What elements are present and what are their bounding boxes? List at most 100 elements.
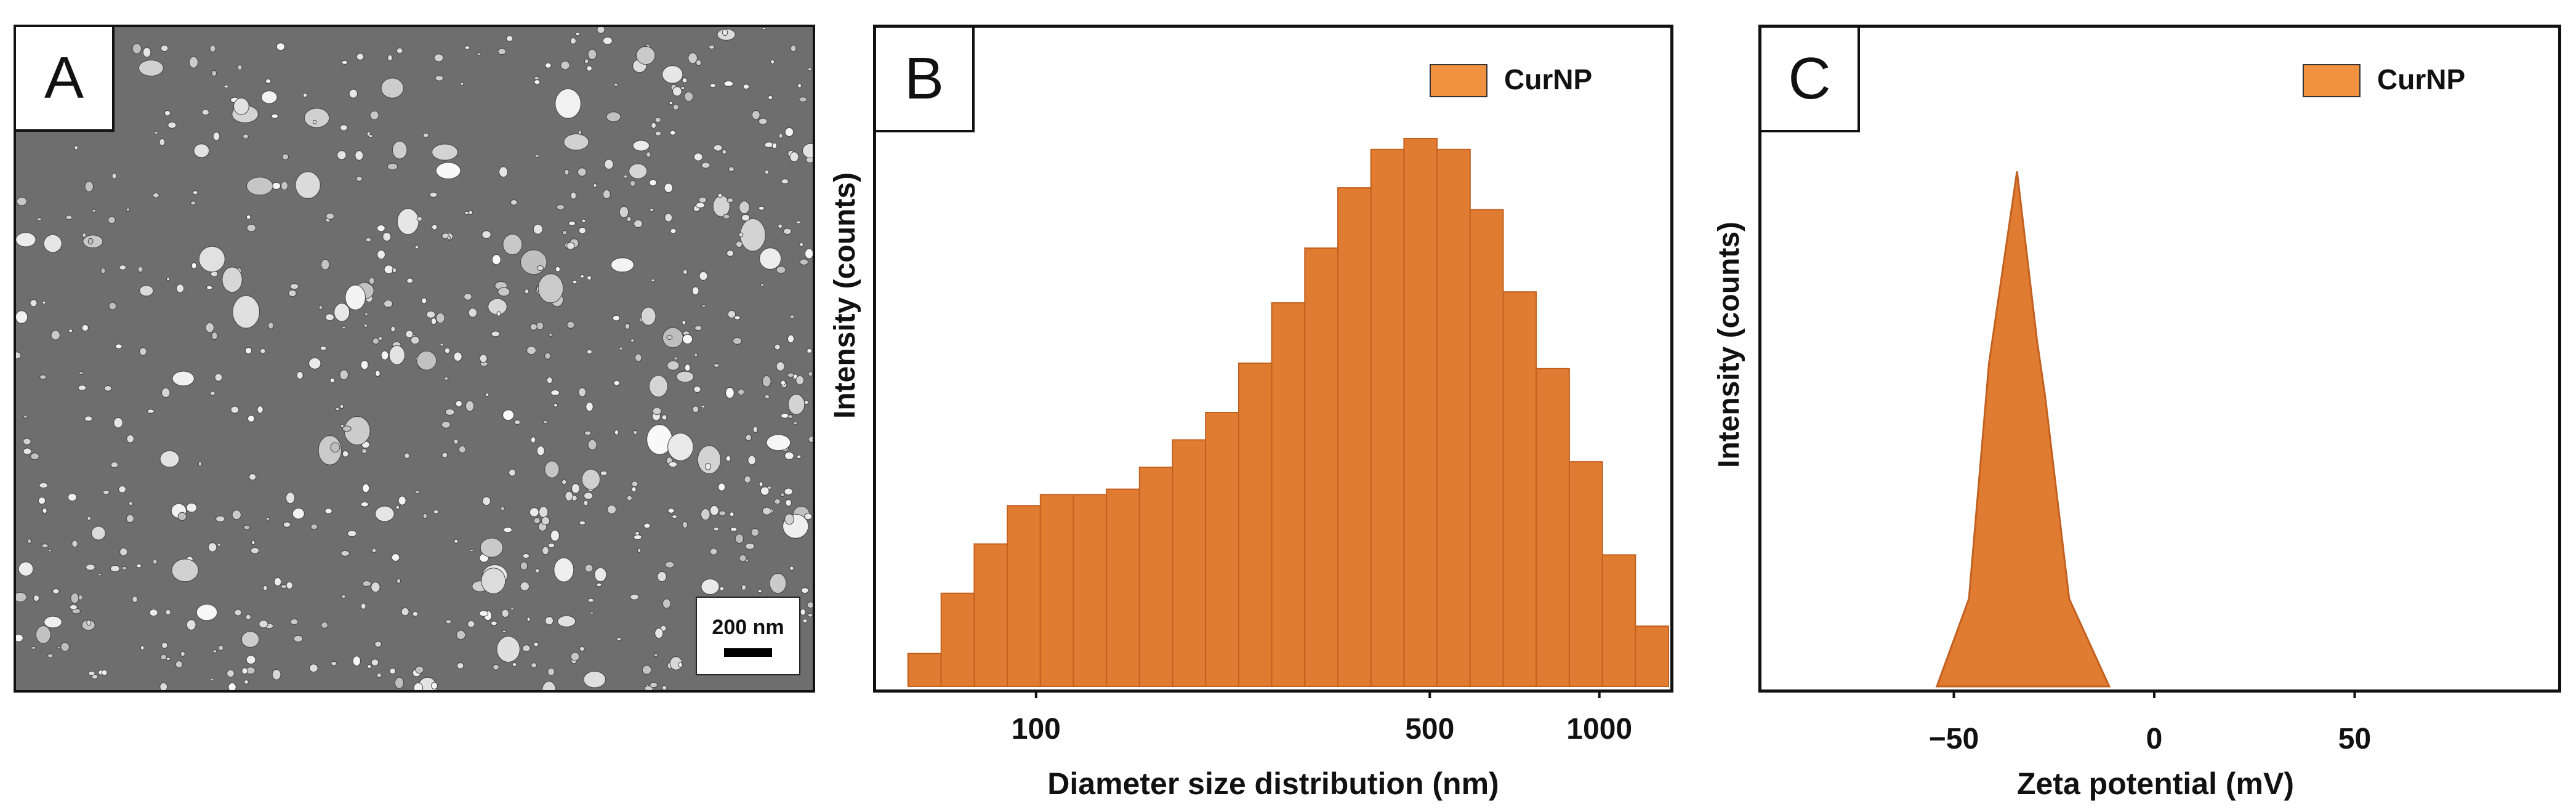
- nanoparticle: [764, 169, 770, 175]
- nanoparticle: [723, 81, 734, 87]
- nanoparticle: [139, 347, 147, 356]
- nanoparticle: [196, 604, 218, 621]
- nanoparticle: [340, 124, 348, 131]
- nanoparticle: [555, 88, 581, 119]
- nanoparticle: [39, 374, 47, 380]
- nanoparticle: [717, 193, 723, 198]
- nanoparticle: [662, 65, 683, 84]
- nanoparticle: [142, 47, 151, 58]
- nanoparticle: [698, 196, 707, 203]
- nanoparticle: [171, 558, 199, 582]
- nanoparticle: [616, 637, 622, 641]
- nanoparticle: [682, 334, 693, 345]
- nanoparticle: [600, 470, 608, 476]
- nanoparticle: [555, 266, 561, 272]
- nanoparticle: [325, 313, 335, 321]
- nanoparticle: [583, 492, 594, 500]
- nanoparticle: [735, 241, 743, 248]
- nanoparticle: [257, 406, 264, 414]
- nanoparticle: [433, 509, 439, 514]
- nanoparticle: [292, 508, 305, 520]
- nanoparticle: [467, 620, 475, 628]
- nanoparticle: [789, 151, 799, 163]
- nanoparticle: [587, 49, 597, 60]
- nanoparticle: [39, 482, 48, 489]
- panel-label-b: B: [876, 28, 975, 132]
- nanoparticle: [795, 375, 805, 385]
- nanoparticle: [136, 563, 142, 568]
- nanoparticle: [651, 122, 657, 129]
- nanoparticle: [649, 179, 657, 187]
- nanoparticle: [16, 232, 36, 247]
- nanoparticle: [545, 616, 553, 625]
- nanoparticle: [557, 615, 576, 627]
- nanoparticle: [584, 564, 594, 573]
- histogram-bar: [1007, 505, 1041, 687]
- nanoparticle: [371, 548, 377, 553]
- nanoparticle: [416, 350, 437, 371]
- nanoparticle: [335, 407, 340, 411]
- nanoparticle: [167, 121, 177, 129]
- nanoparticle: [510, 199, 518, 206]
- nanoparticle: [87, 238, 94, 245]
- nanoparticle: [92, 209, 96, 212]
- nanoparticle: [571, 483, 580, 494]
- nanoparticle: [795, 220, 801, 224]
- nanoparticle: [110, 565, 120, 573]
- nanoparticle: [668, 461, 678, 468]
- nanoparticle: [586, 65, 592, 71]
- nanoparticle: [692, 406, 699, 413]
- nanoparticle: [326, 212, 335, 220]
- nanoparticle: [534, 568, 540, 573]
- nanoparticle: [293, 635, 304, 643]
- nanoparticle: [47, 653, 54, 658]
- histogram-bar: [1138, 467, 1173, 687]
- nanoparticle: [670, 228, 677, 234]
- nanoparticle: [345, 284, 366, 310]
- nanoparticle: [78, 385, 87, 391]
- nanoparticle: [421, 297, 427, 304]
- nanoparticle: [570, 37, 577, 44]
- nanoparticle: [566, 242, 575, 250]
- nanoparticle: [186, 502, 198, 513]
- nanoparticle: [648, 375, 668, 398]
- x-tick-label: 100: [1012, 713, 1061, 746]
- nanoparticle: [304, 108, 330, 128]
- nanoparticle: [16, 310, 28, 324]
- nanoparticle: [752, 426, 759, 433]
- x-axis-label: Diameter size distribution (nm): [1047, 766, 1499, 801]
- nanoparticle: [760, 486, 770, 496]
- nanoparticle: [23, 414, 28, 419]
- nanoparticle: [651, 278, 655, 282]
- histogram-bar: [1073, 494, 1108, 687]
- x-tick-label: 1000: [1566, 713, 1632, 746]
- histogram-bar: [1205, 412, 1239, 687]
- nanoparticle: [245, 614, 251, 621]
- nanoparticle: [111, 172, 117, 179]
- nanoparticle: [310, 523, 318, 530]
- size-distribution-chart: CurNP: [907, 63, 1670, 688]
- nanoparticle: [84, 416, 93, 422]
- nanoparticle: [396, 578, 401, 584]
- nanoparticle: [137, 266, 143, 273]
- nanoparticle: [699, 271, 708, 281]
- nanoparticle: [324, 508, 332, 514]
- nanoparticle: [160, 654, 167, 661]
- nanoparticle: [126, 207, 131, 212]
- nanoparticle: [43, 234, 62, 253]
- nanoparticle: [129, 501, 133, 506]
- x-tick-label: 500: [1405, 713, 1454, 746]
- nanoparticle: [212, 649, 217, 653]
- nanoparticle: [544, 352, 551, 360]
- nanoparticle: [502, 233, 523, 255]
- nanoparticle: [664, 213, 673, 222]
- nanoparticle: [784, 513, 794, 525]
- nanoparticle: [16, 633, 23, 642]
- x-tick-label: 0: [2146, 723, 2163, 755]
- nanoparticle: [139, 285, 154, 297]
- nanoparticle: [363, 324, 368, 328]
- nanoparticle: [201, 109, 209, 116]
- nanoparticle: [727, 198, 734, 203]
- nanoparticle: [82, 232, 87, 238]
- nanoparticle: [416, 216, 422, 222]
